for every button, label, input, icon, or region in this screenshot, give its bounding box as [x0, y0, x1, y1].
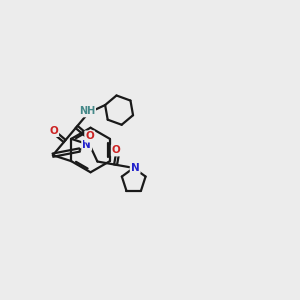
Text: N: N — [131, 163, 140, 173]
Text: O: O — [112, 146, 121, 155]
Text: O: O — [49, 126, 58, 136]
Text: O: O — [85, 131, 94, 142]
Text: NH: NH — [79, 106, 95, 116]
Text: N: N — [82, 140, 91, 150]
